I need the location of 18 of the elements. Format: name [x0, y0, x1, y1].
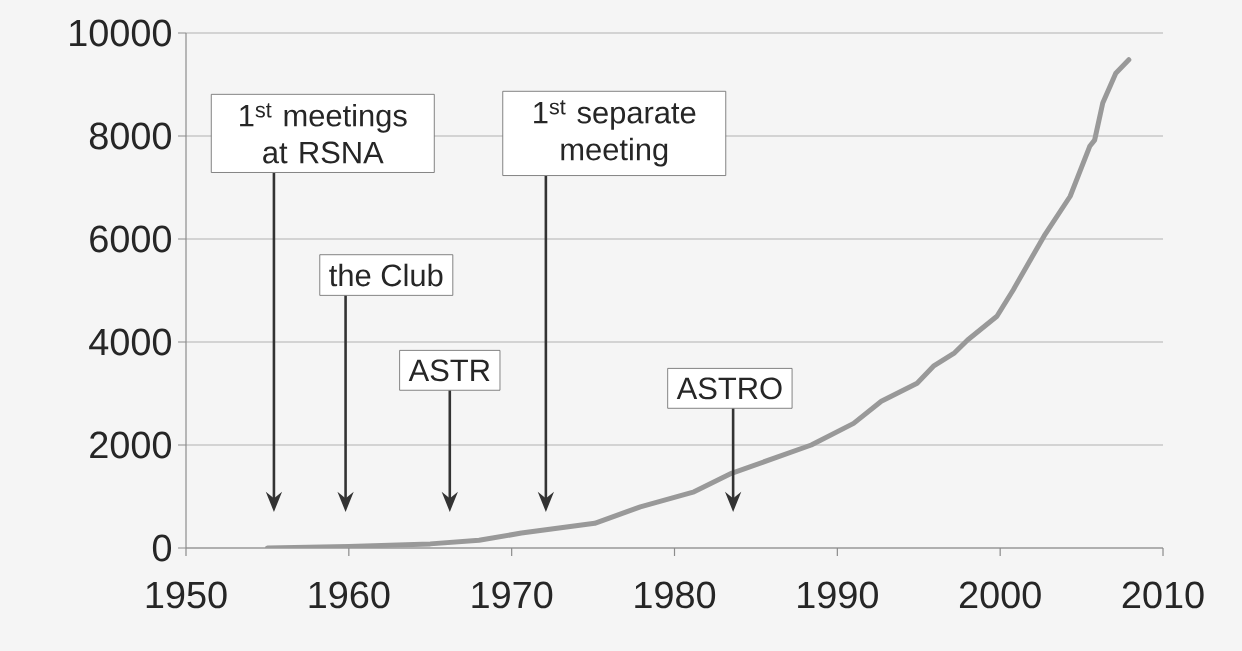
x-tick-label: 1970	[472, 581, 553, 609]
x-tick-label: 2000	[959, 581, 1041, 609]
y-tick-label: 6000	[90, 225, 171, 253]
x-tick-label: 2010	[1122, 581, 1204, 609]
y-tick-label: 4000	[89, 328, 171, 356]
x-tick-label: 1950	[146, 581, 227, 609]
x-tick-label: 1990	[798, 581, 878, 609]
annotation: ASTRO	[676, 377, 782, 400]
annotation: 1$^{st}$ meetings at RSNA	[240, 103, 407, 164]
annotation: 1$^{st}$ separate meeting	[534, 100, 696, 167]
annotation: ASTR	[408, 359, 490, 382]
x-tick-label: 1960	[309, 581, 390, 609]
y-tick-label: 0	[152, 534, 172, 562]
annotation: the Club	[329, 263, 443, 287]
x-tick-label: 1980	[635, 581, 716, 609]
y-tick-label: 2000	[90, 431, 171, 459]
y-tick-label: 10000	[70, 19, 171, 47]
y-tick-label: 8000	[89, 122, 171, 150]
